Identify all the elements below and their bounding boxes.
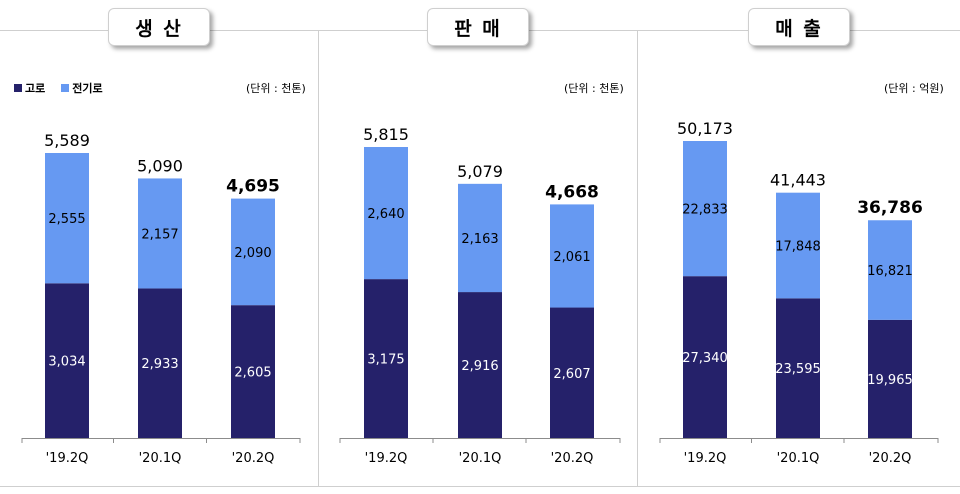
category-label-revenue-1: '20.1Q bbox=[777, 451, 820, 466]
data-label-bottom-revenue-1: 23,595 bbox=[775, 362, 821, 377]
bar-bottom-sales-1 bbox=[458, 292, 502, 438]
category-label-sales-2: '20.2Q bbox=[551, 451, 594, 466]
legend-label-electric-furnace: 전기로 bbox=[72, 82, 103, 95]
data-label-top-revenue-1: 17,848 bbox=[775, 240, 821, 255]
data-label-bottom-sales-0: 3,175 bbox=[367, 353, 404, 368]
total-label-sales-0: 5,815 bbox=[363, 125, 409, 144]
data-label-bottom-production-1: 2,933 bbox=[141, 357, 178, 372]
bar-bottom-revenue-0 bbox=[683, 276, 727, 438]
data-label-bottom-production-0: 3,034 bbox=[48, 355, 85, 370]
bar-top-sales-0 bbox=[364, 147, 408, 280]
category-label-production-2: '20.2Q bbox=[232, 451, 275, 466]
bar-bottom-revenue-2 bbox=[868, 319, 912, 438]
category-label-production-1: '20.1Q bbox=[139, 451, 182, 466]
bar-top-revenue-1 bbox=[776, 192, 820, 299]
category-label-revenue-0: '19.2Q bbox=[684, 451, 727, 466]
total-label-production-0: 5,589 bbox=[44, 131, 90, 150]
unit-label-sales: (단위 : 천톤) bbox=[564, 82, 624, 95]
bottom-rule bbox=[0, 486, 960, 487]
category-label-sales-1: '20.1Q bbox=[459, 451, 502, 466]
category-label-sales-0: '19.2Q bbox=[365, 451, 408, 466]
data-label-top-sales-2: 2,061 bbox=[553, 250, 590, 265]
data-label-top-revenue-2: 16,821 bbox=[867, 264, 913, 279]
total-label-sales-2: 4,668 bbox=[545, 182, 599, 202]
legend-label-blast-furnace: 고로 bbox=[25, 82, 46, 95]
unit-label-revenue: (단위 : 억원) bbox=[884, 82, 944, 95]
data-label-top-production-2: 2,090 bbox=[234, 246, 271, 261]
legend-item-electric-furnace: 전기로 bbox=[61, 80, 103, 96]
data-label-top-sales-1: 2,163 bbox=[461, 232, 498, 247]
panel-title-sales: 판 매 bbox=[427, 8, 529, 46]
bar-bottom-production-0 bbox=[45, 283, 89, 438]
bar-bottom-production-2 bbox=[231, 305, 275, 438]
category-label-revenue-2: '20.2Q bbox=[869, 451, 912, 466]
data-label-top-production-0: 2,555 bbox=[48, 212, 85, 227]
bar-top-sales-2 bbox=[550, 204, 594, 308]
data-label-top-sales-0: 2,640 bbox=[367, 207, 404, 222]
bar-top-production-0 bbox=[45, 153, 89, 284]
legend-item-blast-furnace: 고로 bbox=[14, 80, 45, 96]
total-label-production-1: 5,090 bbox=[137, 156, 183, 175]
legend-swatch-blast-furnace bbox=[14, 84, 22, 92]
panel-title-revenue: 매 출 bbox=[748, 8, 850, 46]
total-label-revenue-1: 41,443 bbox=[770, 171, 826, 190]
bar-bottom-sales-0 bbox=[364, 279, 408, 438]
data-label-bottom-revenue-2: 19,965 bbox=[867, 373, 913, 388]
bar-top-sales-1 bbox=[458, 183, 502, 293]
total-label-sales-1: 5,079 bbox=[457, 162, 503, 181]
data-label-bottom-revenue-0: 27,340 bbox=[682, 351, 728, 366]
data-label-bottom-sales-1: 2,916 bbox=[461, 359, 498, 374]
total-label-revenue-2: 36,786 bbox=[857, 198, 923, 218]
bar-top-revenue-2 bbox=[868, 220, 912, 320]
data-label-bottom-sales-2: 2,607 bbox=[553, 367, 590, 382]
data-label-top-production-1: 2,157 bbox=[141, 227, 178, 242]
total-label-revenue-0: 50,173 bbox=[677, 119, 733, 138]
unit-label-production: (단위 : 천톤) bbox=[246, 82, 306, 95]
bar-bottom-production-1 bbox=[138, 288, 182, 438]
bar-bottom-sales-2 bbox=[550, 307, 594, 438]
bar-top-production-2 bbox=[231, 198, 275, 306]
bar-top-revenue-0 bbox=[683, 141, 727, 277]
category-label-production-0: '19.2Q bbox=[46, 451, 89, 466]
bar-top-production-1 bbox=[138, 178, 182, 289]
legend: 고로 전기로 bbox=[14, 80, 103, 96]
data-label-bottom-production-2: 2,605 bbox=[234, 366, 271, 381]
bar-bottom-revenue-1 bbox=[776, 298, 820, 438]
total-label-production-2: 4,695 bbox=[226, 177, 280, 197]
panel-divider-1 bbox=[318, 30, 319, 486]
panel-title-production: 생 산 bbox=[108, 8, 210, 46]
panel-divider-2 bbox=[637, 30, 638, 486]
data-label-top-revenue-0: 22,833 bbox=[682, 203, 728, 218]
legend-swatch-electric-furnace bbox=[61, 84, 70, 92]
